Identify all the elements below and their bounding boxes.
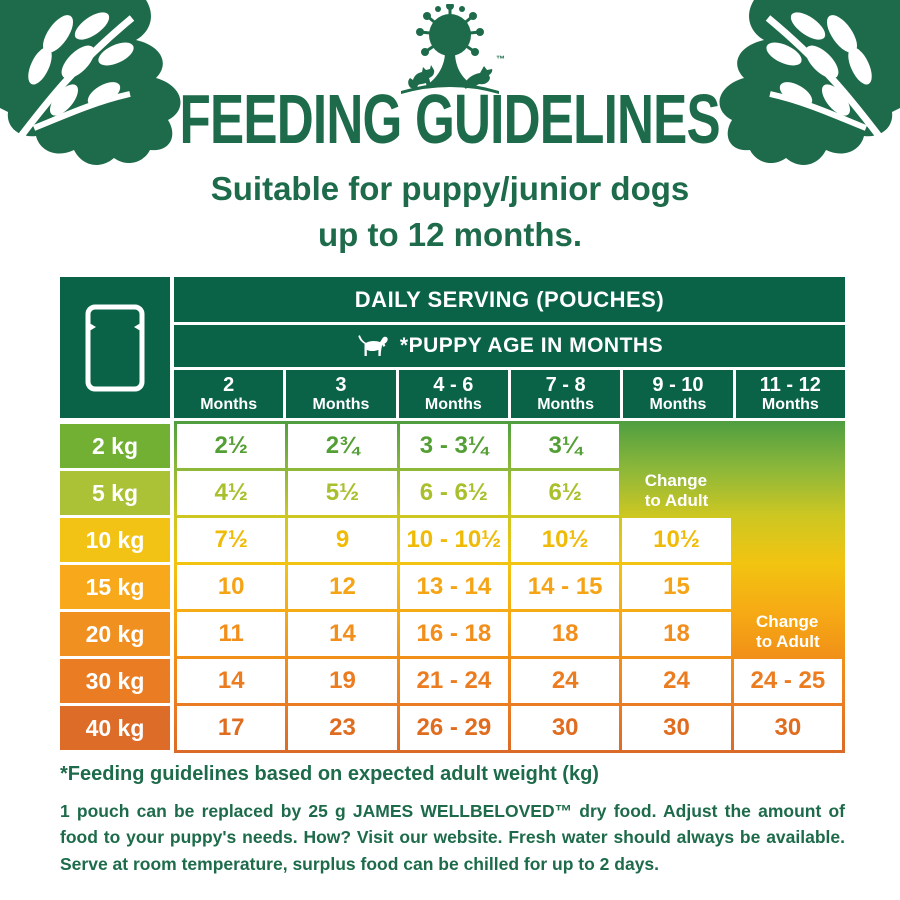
- serving-value-cell: 14 - 15: [511, 565, 620, 609]
- puppy-age-header-label: *PUPPY AGE IN MONTHS: [399, 334, 664, 357]
- weight-column: 2 kg 5 kg 10 kg 15 kg 20 kg 30 kg 40 kg: [60, 421, 170, 753]
- feeding-notes-paragraph: 1 pouch can be replaced by 25 g JAMES WE…: [60, 801, 845, 874]
- serving-value-cell: 23: [288, 706, 397, 750]
- daily-serving-header: DAILY SERVING (POUCHES): [174, 277, 845, 322]
- dog-silhouette: [463, 66, 493, 89]
- change-to-adult-cell: Change to Adult: [644, 470, 709, 510]
- serving-value-cell: 15: [622, 565, 731, 609]
- column-headers: 2 Months 3 Months 4 - 6 Months 7 - 8 Months 9 - …: [174, 370, 845, 418]
- serving-value-cell: 14: [177, 659, 286, 703]
- serving-value-cell: 30: [511, 706, 620, 750]
- footnote: *Feeding guidelines based on expected ad…: [60, 763, 599, 785]
- serving-value-cell: 2½: [177, 424, 286, 468]
- serving-value-cell: 4½: [177, 471, 286, 515]
- serving-value-cell: 18: [511, 612, 620, 656]
- serving-value-cell: 24 - 25: [733, 659, 842, 703]
- serving-value-cell: 21 - 24: [399, 659, 508, 703]
- feeding-table: DAILY SERVING (POUCHES) *PUPPY AGE IN MO…: [60, 277, 845, 753]
- cat-silhouette: [408, 65, 435, 88]
- serving-value-cell: 10½: [622, 518, 731, 562]
- serving-value-cell: 24: [511, 659, 620, 703]
- serving-value-cell: 19: [288, 659, 397, 703]
- brand-tree-logo-icon: ™: [401, 4, 505, 94]
- trademark-symbol: ™: [496, 54, 505, 64]
- serving-value-cell: 10½: [511, 518, 620, 562]
- serving-value-cell: 9: [288, 518, 397, 562]
- weight-label: 30 kg: [60, 659, 170, 703]
- weight-label: 10 kg: [60, 518, 170, 562]
- weight-label: 5 kg: [60, 471, 170, 515]
- serving-value-cell: 10 - 10½: [399, 518, 508, 562]
- serving-value-cell: 10: [177, 565, 286, 609]
- weight-label: 20 kg: [60, 612, 170, 656]
- serving-value-cell: 5½: [288, 471, 397, 515]
- serving-value-cell: 12: [288, 565, 397, 609]
- page-title: FEEDING GUIDELINES: [179, 80, 721, 158]
- serving-value-cell: 24: [622, 659, 731, 703]
- serving-value-cell: 2¾: [288, 424, 397, 468]
- column-header-cell: 9 - 10 Months: [623, 370, 733, 418]
- weight-label: 2 kg: [60, 424, 170, 468]
- pouch-header-cell: [60, 277, 170, 418]
- serving-value-cell: 3 - 3¼: [399, 424, 508, 468]
- page-subtitle: Suitable for puppy/junior dogs up to 12 …: [0, 166, 900, 257]
- serving-value-cell: 14: [288, 612, 397, 656]
- column-header-cell: 4 - 6 Months: [398, 370, 508, 418]
- data-grid: 2½ 2¾ 3 - 3¼ 3¼ 4½ 5½ 6 - 6½ 6½ 7½ 9 10 - 10½ 10½ 10…: [174, 421, 845, 753]
- change-to-adult-cell: Change to Adult: [756, 611, 820, 651]
- serving-value-cell: 17: [177, 706, 286, 750]
- column-header-cell: 2 Months: [174, 370, 284, 418]
- pouch-icon: [85, 304, 145, 391]
- serving-value-cell: 11: [177, 612, 286, 656]
- subtitle-line-1: Suitable for puppy/junior dogs: [210, 170, 690, 207]
- puppy-age-header: *PUPPY AGE IN MONTHS: [174, 325, 845, 367]
- serving-value-cell: 18: [622, 612, 731, 656]
- table-header: DAILY SERVING (POUCHES) *PUPPY AGE IN MO…: [60, 277, 845, 418]
- serving-value-cell: 3¼: [511, 424, 620, 468]
- serving-value-cell: 26 - 29: [399, 706, 508, 750]
- serving-value-cell: 13 - 14: [399, 565, 508, 609]
- serving-value-cell: 30: [733, 706, 842, 750]
- leaf-decoration-left-icon: [0, 0, 181, 165]
- column-header-cell: 3 Months: [286, 370, 396, 418]
- serving-value-cell: 7½: [177, 518, 286, 562]
- leaf-decoration-right-icon: [719, 0, 900, 165]
- weight-label: 40 kg: [60, 706, 170, 750]
- weight-label: 15 kg: [60, 565, 170, 609]
- dog-icon: [358, 335, 388, 357]
- serving-value-cell: 6 - 6½: [399, 471, 508, 515]
- serving-value-cell: 30: [622, 706, 731, 750]
- serving-value-cell: 16 - 18: [399, 612, 508, 656]
- table-body: 2 kg 5 kg 10 kg 15 kg 20 kg 30 kg 40 kg 2½ 2¾ 3 …: [60, 421, 845, 753]
- column-header-cell: 7 - 8 Months: [510, 370, 621, 418]
- serving-value-cell: 6½: [511, 471, 620, 515]
- column-header-cell: 11 - 12 Months: [735, 370, 845, 418]
- subtitle-line-2: up to 12 months.: [318, 215, 582, 253]
